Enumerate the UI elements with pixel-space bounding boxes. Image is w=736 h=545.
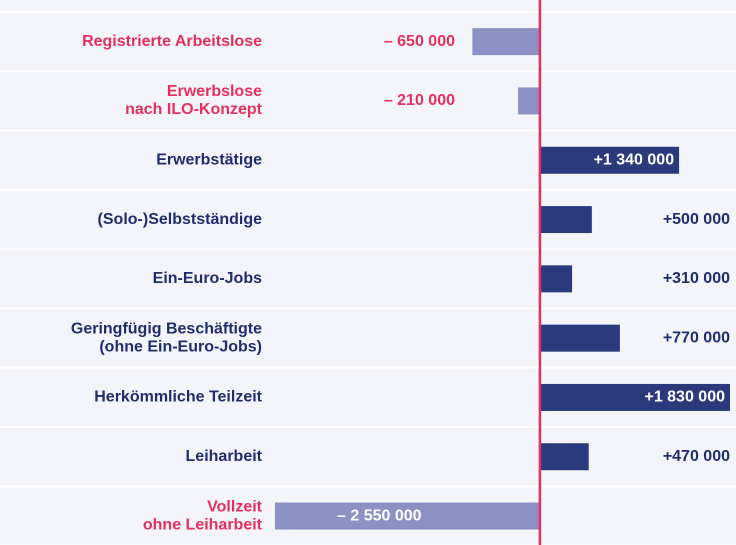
bar: [472, 28, 540, 56]
category-label: Ein-Euro-Jobs: [153, 270, 262, 287]
bar: [539, 383, 730, 411]
value-label: +770 000: [663, 329, 730, 346]
value-label: +500 000: [663, 211, 730, 228]
bar: [539, 443, 589, 471]
value-label: +470 000: [663, 448, 730, 465]
bar: [539, 324, 620, 352]
category-label: (ohne Ein-Euro-Jobs): [99, 338, 262, 355]
category-label: Vollzeit: [207, 498, 262, 515]
value-label: +310 000: [663, 270, 730, 287]
bar: [518, 87, 540, 115]
value-label: +1 830 000: [644, 389, 725, 406]
category-label: nach ILO-Konzept: [125, 101, 263, 118]
category-label: Leiharbeit: [186, 448, 263, 465]
value-label: – 2 550 000: [337, 507, 422, 524]
category-label: ohne Leiharbeit: [143, 516, 263, 533]
value-label: – 210 000: [384, 92, 455, 109]
bar: [539, 146, 680, 174]
category-label: Geringfügig Beschäftigte: [71, 320, 262, 337]
category-label: Herkömmliche Teilzeit: [94, 389, 262, 406]
category-label: Erwerbstätige: [156, 151, 262, 168]
bar: [275, 502, 540, 530]
value-label: – 650 000: [384, 33, 455, 50]
category-label: Registrierte Arbeitslose: [82, 33, 262, 50]
category-label: (Solo-)Selbstständige: [98, 211, 263, 228]
value-label: +1 340 000: [594, 151, 675, 168]
bar: [539, 206, 592, 234]
category-label: Erwerbslose: [167, 83, 262, 100]
bar: [539, 265, 573, 293]
